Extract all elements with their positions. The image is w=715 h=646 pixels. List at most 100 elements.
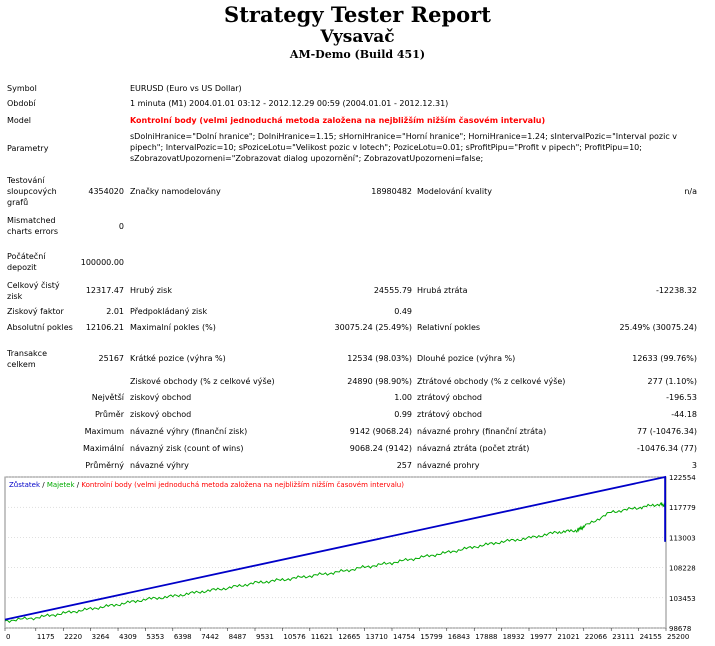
- long-positions-label: Dlouhé pozice (výhra %): [417, 354, 516, 363]
- abs-drawdown-value: 12106.21: [85, 323, 124, 332]
- legend-equity: Majetek: [47, 481, 76, 489]
- x-tick-label: 3264: [92, 633, 110, 641]
- total-trades-value: 25167: [98, 354, 124, 363]
- x-tick-label: 1175: [37, 633, 55, 641]
- expert-name: Vysavač: [320, 27, 395, 47]
- symbol-label: Symbol: [7, 84, 37, 93]
- x-tick-label: 13710: [366, 633, 388, 641]
- x-tick-label: 22066: [585, 633, 608, 641]
- avg-cons-wins-value: 257: [396, 461, 412, 470]
- y-tick-label: 122554: [669, 474, 696, 482]
- average-loss-value: -44.18: [671, 410, 697, 419]
- x-tick-label: 10576: [283, 633, 306, 641]
- x-tick-label: 5353: [146, 633, 164, 641]
- largest-profit-value: 1.00: [394, 393, 412, 402]
- y-tick-label: 108228: [669, 565, 696, 573]
- symbol-value: EURUSD (Euro vs US Dollar): [130, 84, 242, 93]
- net-profit-value: 12317.47: [85, 286, 124, 295]
- bars-label-3: grafů: [7, 198, 29, 207]
- bars-value: 4354020: [88, 187, 124, 196]
- params-line-3: sZobrazovatUpozorneni="Zobrazovat dialog…: [130, 154, 484, 163]
- x-tick-label: 16843: [448, 633, 470, 641]
- x-tick-label: 11621: [311, 633, 333, 641]
- bars-label-1: Testování: [7, 176, 45, 185]
- x-tick-label: 23111: [612, 633, 634, 641]
- max-cons-losses-value: 77 (-10476.34): [636, 427, 697, 436]
- maximal-label: Maximální: [83, 444, 124, 453]
- legend-model: Kontrolní body (velmi jednoduchá metoda …: [81, 481, 404, 489]
- largest-loss-label: ztrátový obchod: [417, 393, 482, 402]
- average-profit-label: ziskový obchod: [130, 410, 192, 419]
- balance-equity-chart: Zůstatek / Majetek / Kontrolní body (vel…: [4, 474, 696, 641]
- x-tick-label: 19977: [530, 633, 552, 641]
- profit-factor-label: Ziskový faktor: [7, 307, 64, 316]
- x-tick-label: 9531: [256, 633, 274, 641]
- x-tick-label: 14754: [393, 633, 416, 641]
- profit-factor-value: 2.01: [106, 307, 124, 316]
- long-positions-value: 12633 (99.76%): [632, 354, 697, 363]
- short-positions-value: 12534 (98.03%): [347, 354, 412, 363]
- short-positions-label: Krátké pozice (výhra %): [130, 354, 226, 363]
- x-tick-label: 17888: [475, 633, 497, 641]
- mismatch-label-1: Mismatched: [7, 216, 56, 225]
- ticks-label: Značky namodelovány: [130, 187, 221, 196]
- ticks-value: 18980482: [371, 187, 412, 196]
- max-cons-wins-value: 9142 (9068.24): [349, 427, 412, 436]
- max-cons-profit-label: návazný zisk (count of wins): [130, 444, 244, 453]
- loss-trades-value: 277 (1.10%): [647, 377, 697, 386]
- average-label: Průměr: [94, 410, 124, 419]
- report-title: Strategy Tester Report: [224, 2, 491, 27]
- params-line-2: pipech"; IntervalPozic=10; sPoziceLotu="…: [130, 143, 642, 152]
- x-tick-label: 6398: [174, 633, 192, 641]
- net-profit-label-1: Celkový čistý: [7, 281, 60, 290]
- max-cons-losses-label: návazné prohry (finanční ztráta): [417, 427, 547, 436]
- legend-sep-1: /: [40, 481, 47, 489]
- x-tick-label: 12665: [338, 633, 360, 641]
- average-cons-label: Průměrný: [85, 461, 124, 470]
- rel-drawdown-value: 25.49% (30075.24): [619, 323, 697, 332]
- gross-loss-label: Hrubá ztráta: [417, 286, 468, 295]
- abs-drawdown-label: Absolutní pokles: [7, 323, 73, 332]
- mismatch-label-2: charts errors: [7, 227, 59, 236]
- model-label: Model: [7, 116, 32, 125]
- x-tick-label: 0: [6, 633, 10, 641]
- legend-sep-2: /: [75, 481, 82, 489]
- max-cons-wins-label: návazné výhry (finanční zisk): [130, 427, 248, 436]
- y-tick-label: 117779: [669, 504, 696, 512]
- average-loss-label: ztrátový obchod: [417, 410, 482, 419]
- balance-line: [4, 475, 666, 621]
- gross-profit-label: Hrubý zisk: [130, 286, 172, 295]
- x-tick-label: 25200: [667, 633, 689, 641]
- legend-balance: Zůstatek: [9, 481, 41, 489]
- y-tick-label: 113003: [669, 534, 696, 542]
- deposit-label-1: Počáteční: [7, 252, 46, 261]
- period-label: Období: [7, 99, 36, 108]
- total-trades-label-1: Transakce: [7, 349, 47, 358]
- plot-frame: [4, 476, 667, 629]
- profit-trades-label: Ziskové obchody (% z celkové výše): [130, 377, 275, 386]
- loss-trades-label: Ztrátové obchody (% z celkové výše): [417, 377, 566, 386]
- y-tick-label: 103453: [669, 595, 696, 603]
- bars-label-2: sloupcových: [7, 187, 57, 196]
- max-cons-loss-value: -10476.34 (77): [636, 444, 697, 453]
- params-line-1: sDolniHranice="Dolní hranice"; DolniHran…: [130, 132, 678, 141]
- chart-legend: Zůstatek / Majetek / Kontrolní body (vel…: [9, 481, 404, 489]
- deposit-value: 100000.00: [80, 258, 124, 267]
- avg-cons-losses-value: 3: [691, 461, 697, 470]
- x-tick-label: 8487: [229, 633, 247, 641]
- gross-profit-value: 24555.79: [373, 286, 412, 295]
- max-cons-profit-value: 9068.24 (9142): [349, 444, 412, 453]
- max-drawdown-value: 30075.24 (25.49%): [334, 323, 412, 332]
- x-tick-label: 24155: [640, 633, 662, 641]
- maximum-label: Maximum: [84, 427, 124, 436]
- total-trades-label-2: celkem: [7, 360, 36, 369]
- net-profit-label-2: zisk: [7, 292, 23, 301]
- equity-line: [4, 502, 666, 623]
- server-name: AM-Demo (Build 451): [289, 48, 426, 61]
- period-value: 1 minuta (M1) 2004.01.01 03:12 - 2012.12…: [130, 99, 449, 108]
- average-profit-value: 0.99: [394, 410, 412, 419]
- expected-payoff-label: Předpokládaný zisk: [130, 307, 208, 316]
- largest-profit-label: ziskový obchod: [130, 393, 192, 402]
- gross-loss-value: -12238.32: [655, 286, 697, 295]
- max-cons-loss-label: návazná ztráta (počet ztrát): [417, 444, 530, 453]
